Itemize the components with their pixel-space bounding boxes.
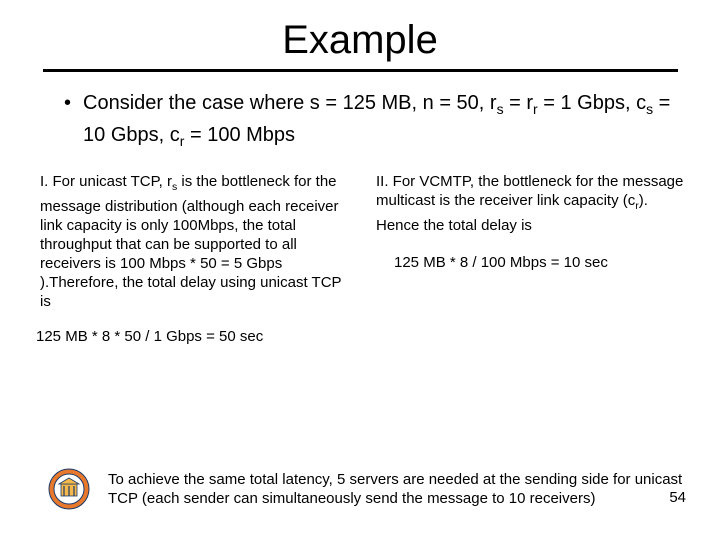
two-column-region: I. For unicast TCP, rs is the bottleneck…	[28, 172, 692, 311]
bullet-seg: Consider the case where s = 125 MB, n = …	[83, 92, 497, 114]
left-formula: 125 MB * 8 * 50 / 1 Gbps = 50 sec	[28, 327, 692, 346]
title-rule	[43, 69, 678, 72]
page-number: 54	[669, 489, 686, 506]
bullet-seg: = 100 Mbps	[184, 124, 295, 146]
university-seal-icon	[48, 468, 90, 510]
bullet-seg: = r	[504, 92, 533, 114]
bullet-row: • Consider the case where s = 125 MB, n …	[28, 90, 692, 154]
left-column: I. For unicast TCP, rs is the bottleneck…	[40, 172, 348, 311]
slide-title: Example	[28, 18, 692, 63]
bullet-text: Consider the case where s = 125 MB, n = …	[83, 90, 672, 154]
left-para-seg: I. For unicast TCP, r	[40, 173, 172, 190]
closing-text: To achieve the same total latency, 5 ser…	[108, 470, 696, 508]
bullet-seg: = 1 Gbps, c	[538, 92, 646, 114]
bullet-marker: •	[64, 90, 71, 116]
bullet-sub: s	[497, 101, 504, 117]
closing-row: To achieve the same total latency, 5 ser…	[48, 468, 696, 510]
right-column: II. For VCMTP, the bottleneck for the me…	[376, 172, 684, 311]
slide: Example • Consider the case where s = 12…	[0, 0, 720, 540]
right-formula: 125 MB * 8 / 100 Mbps = 10 sec	[376, 253, 684, 272]
left-para-seg: is the bottleneck for the message distri…	[40, 173, 341, 310]
